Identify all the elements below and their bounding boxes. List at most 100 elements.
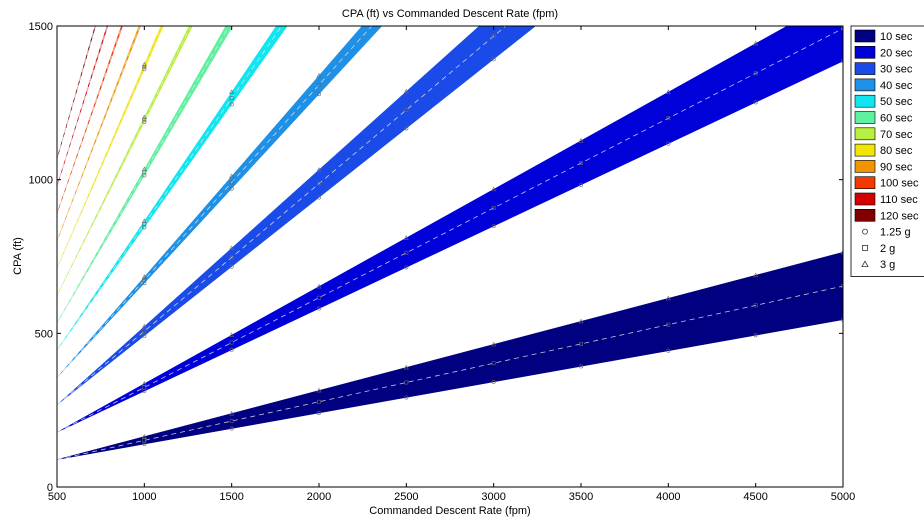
marker-3g <box>578 138 584 143</box>
marker-1-25g <box>753 333 758 338</box>
chart-title: CPA (ft) vs Commanded Descent Rate (fpm) <box>342 8 558 20</box>
marker-2g <box>841 26 843 31</box>
marker-1-25g <box>491 379 496 384</box>
band-30-sec <box>57 26 536 406</box>
marker-2g <box>404 250 409 255</box>
marker-3g <box>753 40 759 46</box>
marker-2g <box>404 380 409 385</box>
legend-swatch <box>854 111 876 124</box>
x-tick-label: 4000 <box>656 491 680 503</box>
legend-swatch <box>854 78 876 92</box>
marker-1-25g <box>142 333 147 338</box>
marker-1-25g <box>666 348 671 353</box>
marker-2g <box>229 96 234 101</box>
marker-2g <box>404 108 409 112</box>
marker-1-25g <box>404 265 409 270</box>
y-tick-label: 1500 <box>29 21 53 33</box>
plot-frame <box>56 25 844 488</box>
legend-label: 70 sec <box>880 129 913 141</box>
legend-label: 100 sec <box>880 178 919 190</box>
marker-3g <box>316 283 322 289</box>
marker-2g <box>753 71 758 76</box>
marker-1-25g <box>578 364 583 369</box>
marker-3g <box>403 235 409 240</box>
marker-2g <box>491 34 496 39</box>
marker-1-25g <box>404 395 409 400</box>
marker-2g <box>142 438 147 443</box>
marker-3g <box>141 433 147 439</box>
x-tick-label: 2000 <box>307 491 331 503</box>
marker-1-25g <box>316 92 321 97</box>
legend-swatch <box>854 192 876 206</box>
band-20-sec <box>57 26 843 433</box>
marker-1-25g <box>142 119 147 124</box>
marker-1-25g <box>229 102 234 107</box>
legend-swatch <box>854 45 876 59</box>
legend-label: 110 sec <box>880 194 918 206</box>
marker-3g <box>316 167 322 172</box>
marker-3g <box>229 245 235 251</box>
legend-swatch <box>854 127 876 141</box>
marker-3g <box>229 410 235 416</box>
marker-3g <box>141 166 147 172</box>
marker-2g <box>666 322 671 327</box>
legend-label: 10 sec <box>880 31 913 43</box>
marker-1-25g <box>316 195 321 200</box>
band-70-sec <box>57 26 193 296</box>
marker-3g <box>665 295 671 301</box>
y-tick-label: 500 <box>35 328 53 340</box>
x-tick-label: 1500 <box>219 491 243 503</box>
legend-swatch <box>854 143 876 157</box>
marker-1-25g <box>753 100 758 105</box>
marker-2g <box>229 340 234 345</box>
band-50-sec <box>57 26 288 351</box>
x-tick-label: 5000 <box>831 491 855 503</box>
legend-label: 40 sec <box>880 80 913 92</box>
marker-1-25g <box>491 224 496 229</box>
legend-marker-circle <box>862 228 868 235</box>
marker-2g <box>142 385 147 390</box>
legend: 10 sec 20 sec 30 sec 40 sec 50 sec 60 sec 70 s… <box>850 25 924 277</box>
marker-2g <box>142 329 147 334</box>
x-tick-label: 1000 <box>132 491 156 503</box>
marker-3g <box>403 364 409 370</box>
y-tick-label: 1000 <box>29 175 53 187</box>
band-40-sec <box>57 26 383 378</box>
x-axis-label: Commanded Descent Rate (fpm) <box>369 505 530 517</box>
marker-1-25g <box>404 126 409 131</box>
marker-1-25g <box>316 306 321 311</box>
marker-3g <box>316 73 322 78</box>
marker-2g <box>229 419 234 423</box>
marker-1-25g <box>666 141 671 146</box>
marker-2g <box>666 116 671 121</box>
marker-1-25g <box>229 264 234 269</box>
marker-2g <box>579 161 583 165</box>
x-tick-label: 4500 <box>743 491 767 503</box>
legend-swatch <box>854 62 876 75</box>
band-10-sec-midline <box>57 285 843 461</box>
marker-3g <box>141 114 147 120</box>
legend-label: 120 sec <box>880 210 919 222</box>
marker-1-25g <box>229 186 234 191</box>
marker-3g <box>491 341 497 347</box>
band-50-sec-midline <box>57 26 283 351</box>
x-tick-label: 3500 <box>569 491 593 503</box>
marker-3g <box>141 381 147 386</box>
marker-3g <box>316 387 322 393</box>
marker-1-25g <box>491 57 496 62</box>
legend-label: 30 sec <box>880 64 913 76</box>
x-tick-label: 2500 <box>394 491 418 503</box>
legend-label: 3 g <box>880 259 895 271</box>
marker-2g <box>142 64 147 69</box>
markers-layer <box>141 26 843 447</box>
marker-1-25g <box>229 347 234 352</box>
x-tick-label: 3000 <box>481 491 505 503</box>
marker-2g <box>229 255 234 260</box>
marker-3g <box>229 173 235 179</box>
marker-2g <box>142 117 147 122</box>
marker-3g <box>141 218 147 224</box>
marker-3g <box>753 272 759 278</box>
legend-label: 60 sec <box>880 113 913 125</box>
y-tick-label: 0 <box>47 482 53 494</box>
band-10-sec <box>57 251 843 460</box>
